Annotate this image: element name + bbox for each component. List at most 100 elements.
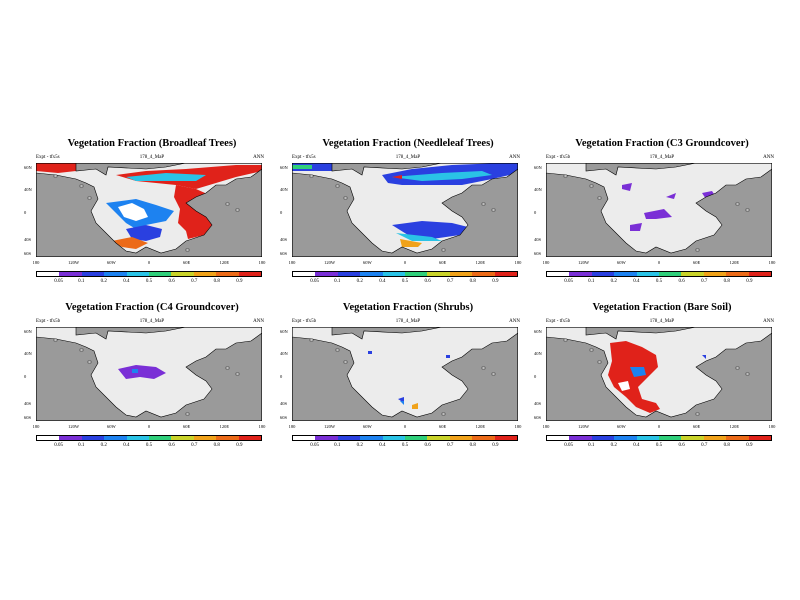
- lat-tick-label: 0: [280, 210, 283, 215]
- lon-tick-label: 180: [288, 424, 296, 429]
- colorbar-label: 0.1: [78, 279, 85, 284]
- colorbar-segment: [547, 436, 570, 440]
- colorbar-label: 0.7: [701, 443, 708, 448]
- island: [309, 174, 314, 178]
- colorbar-label: 0.05: [310, 443, 319, 448]
- island: [589, 348, 594, 352]
- map-svg: [291, 326, 519, 422]
- island: [481, 366, 486, 370]
- lon-tick-label: 0: [403, 260, 407, 265]
- vegetation-region: [292, 165, 312, 169]
- map-frame: [36, 327, 262, 422]
- colorbar-segment: [337, 436, 361, 440]
- island: [335, 184, 340, 188]
- island: [597, 360, 602, 364]
- vegetation-region: [392, 175, 402, 179]
- lon-tick-label: 120W: [68, 260, 80, 265]
- run-label: 178_4_MaP: [139, 319, 165, 324]
- lon-tick-label: 60E: [439, 424, 447, 429]
- island: [441, 248, 446, 252]
- season-label: ANN: [763, 155, 774, 160]
- island: [735, 366, 740, 370]
- colorbar-label: 0.8: [469, 279, 476, 284]
- lat-tick-label: 40S: [280, 401, 288, 406]
- colorbar-segment: [472, 436, 496, 440]
- colorbar-segment: [238, 436, 262, 440]
- colorbar-label: 0.4: [123, 443, 130, 448]
- colorbar-segment: [427, 436, 451, 440]
- colorbar-segment: [703, 436, 727, 440]
- colorbar-segment: [37, 272, 60, 276]
- colorbar-label: 0.1: [588, 443, 595, 448]
- colorbar-label: 0.8: [213, 443, 220, 448]
- colorbar-segment: [59, 436, 83, 440]
- season-label: ANN: [253, 155, 264, 160]
- colorbar-segment: [614, 272, 638, 276]
- season-label: ANN: [253, 319, 264, 324]
- island: [235, 208, 240, 212]
- colorbar-segment: [382, 436, 406, 440]
- colorbar-segment: [59, 272, 83, 276]
- colorbar-label: 0.4: [633, 279, 640, 284]
- lon-tick-label: 60W: [616, 424, 626, 429]
- map-c4: 60N 40N 0 40S 60S 180 120W 60W 0 60E 120E 180: [24, 326, 265, 429]
- lon-tick-label: 60W: [106, 260, 116, 265]
- colorbar-label: 0.4: [123, 279, 130, 284]
- colorbar-label: 0.4: [379, 443, 386, 448]
- colorbar-label: 0.6: [424, 443, 431, 448]
- island: [745, 372, 750, 376]
- lat-tick-label: 0: [534, 210, 537, 215]
- colorbar-label: 0.2: [100, 279, 107, 284]
- colorbar-label: 0.9: [746, 279, 753, 284]
- map-needleleaf: 60N 40N 0 40S 60S 180 120W 60W 0 60E 120E 180: [280, 162, 521, 265]
- colorbar-label: 0.7: [191, 279, 198, 284]
- lat-tick-label: 0: [280, 374, 283, 379]
- island: [343, 196, 348, 200]
- experiment-label: Expt - tfx5b: [546, 155, 571, 160]
- lon-tick-label: 180: [542, 260, 550, 265]
- lat-tick-label: 0: [534, 374, 537, 379]
- colorbar-segment: [126, 272, 150, 276]
- colorbar-label: 0.6: [424, 279, 431, 284]
- lat-tick-label: 40N: [280, 351, 288, 356]
- colorbar: [36, 271, 262, 277]
- colorbar-segment: [726, 436, 750, 440]
- panel-title: Vegetation Fraction (C3 Groundcover): [575, 138, 749, 149]
- colorbar-segment: [591, 436, 615, 440]
- vegetation-region: [446, 355, 450, 358]
- colorbar-segment: [81, 436, 105, 440]
- colorbar-segment: [382, 272, 406, 276]
- colorbar-segment: [104, 436, 128, 440]
- colorbar-label: 0.5: [655, 443, 663, 448]
- island: [87, 360, 92, 364]
- island: [589, 184, 594, 188]
- lon-tick-label: 180: [514, 260, 522, 265]
- lat-tick-label: 60N: [280, 329, 288, 334]
- lon-tick-label: 120W: [68, 424, 80, 429]
- colorbar-segment: [315, 272, 339, 276]
- lat-tick-label: 60N: [24, 329, 32, 334]
- panel-c4: Vegetation Fraction (C4 Groundcover) Expt…: [24, 302, 274, 472]
- island: [79, 184, 84, 188]
- lon-tick-label: 180: [258, 260, 266, 265]
- panel-title: Vegetation Fraction (Shrubs): [342, 302, 474, 313]
- colorbar-label: 0.2: [610, 279, 617, 284]
- colorbar-label: 0.6: [678, 279, 685, 284]
- run-label: 178_4_MaP: [395, 155, 421, 160]
- island: [225, 366, 230, 370]
- coastline: [291, 326, 519, 418]
- island: [745, 208, 750, 212]
- map-broadleaf: 60N 40N 0 40S 60S 180 120W 60W 0 60E 120E 180: [24, 162, 265, 265]
- coastline: [35, 326, 263, 418]
- coastline: [291, 162, 519, 254]
- lat-tick-label: 0: [24, 210, 27, 215]
- map-frame: [36, 163, 262, 258]
- colorbar-label: 0.05: [564, 443, 573, 448]
- lon-tick-label: 180: [258, 424, 266, 429]
- panel-title: Vegetation Fraction (Bare Soil): [592, 302, 732, 313]
- colorbar-segment: [193, 436, 217, 440]
- lon-tick-label: 120E: [475, 424, 486, 429]
- lon-tick-label: 120W: [324, 260, 336, 265]
- vegetation-region: [622, 183, 632, 191]
- island: [53, 338, 58, 342]
